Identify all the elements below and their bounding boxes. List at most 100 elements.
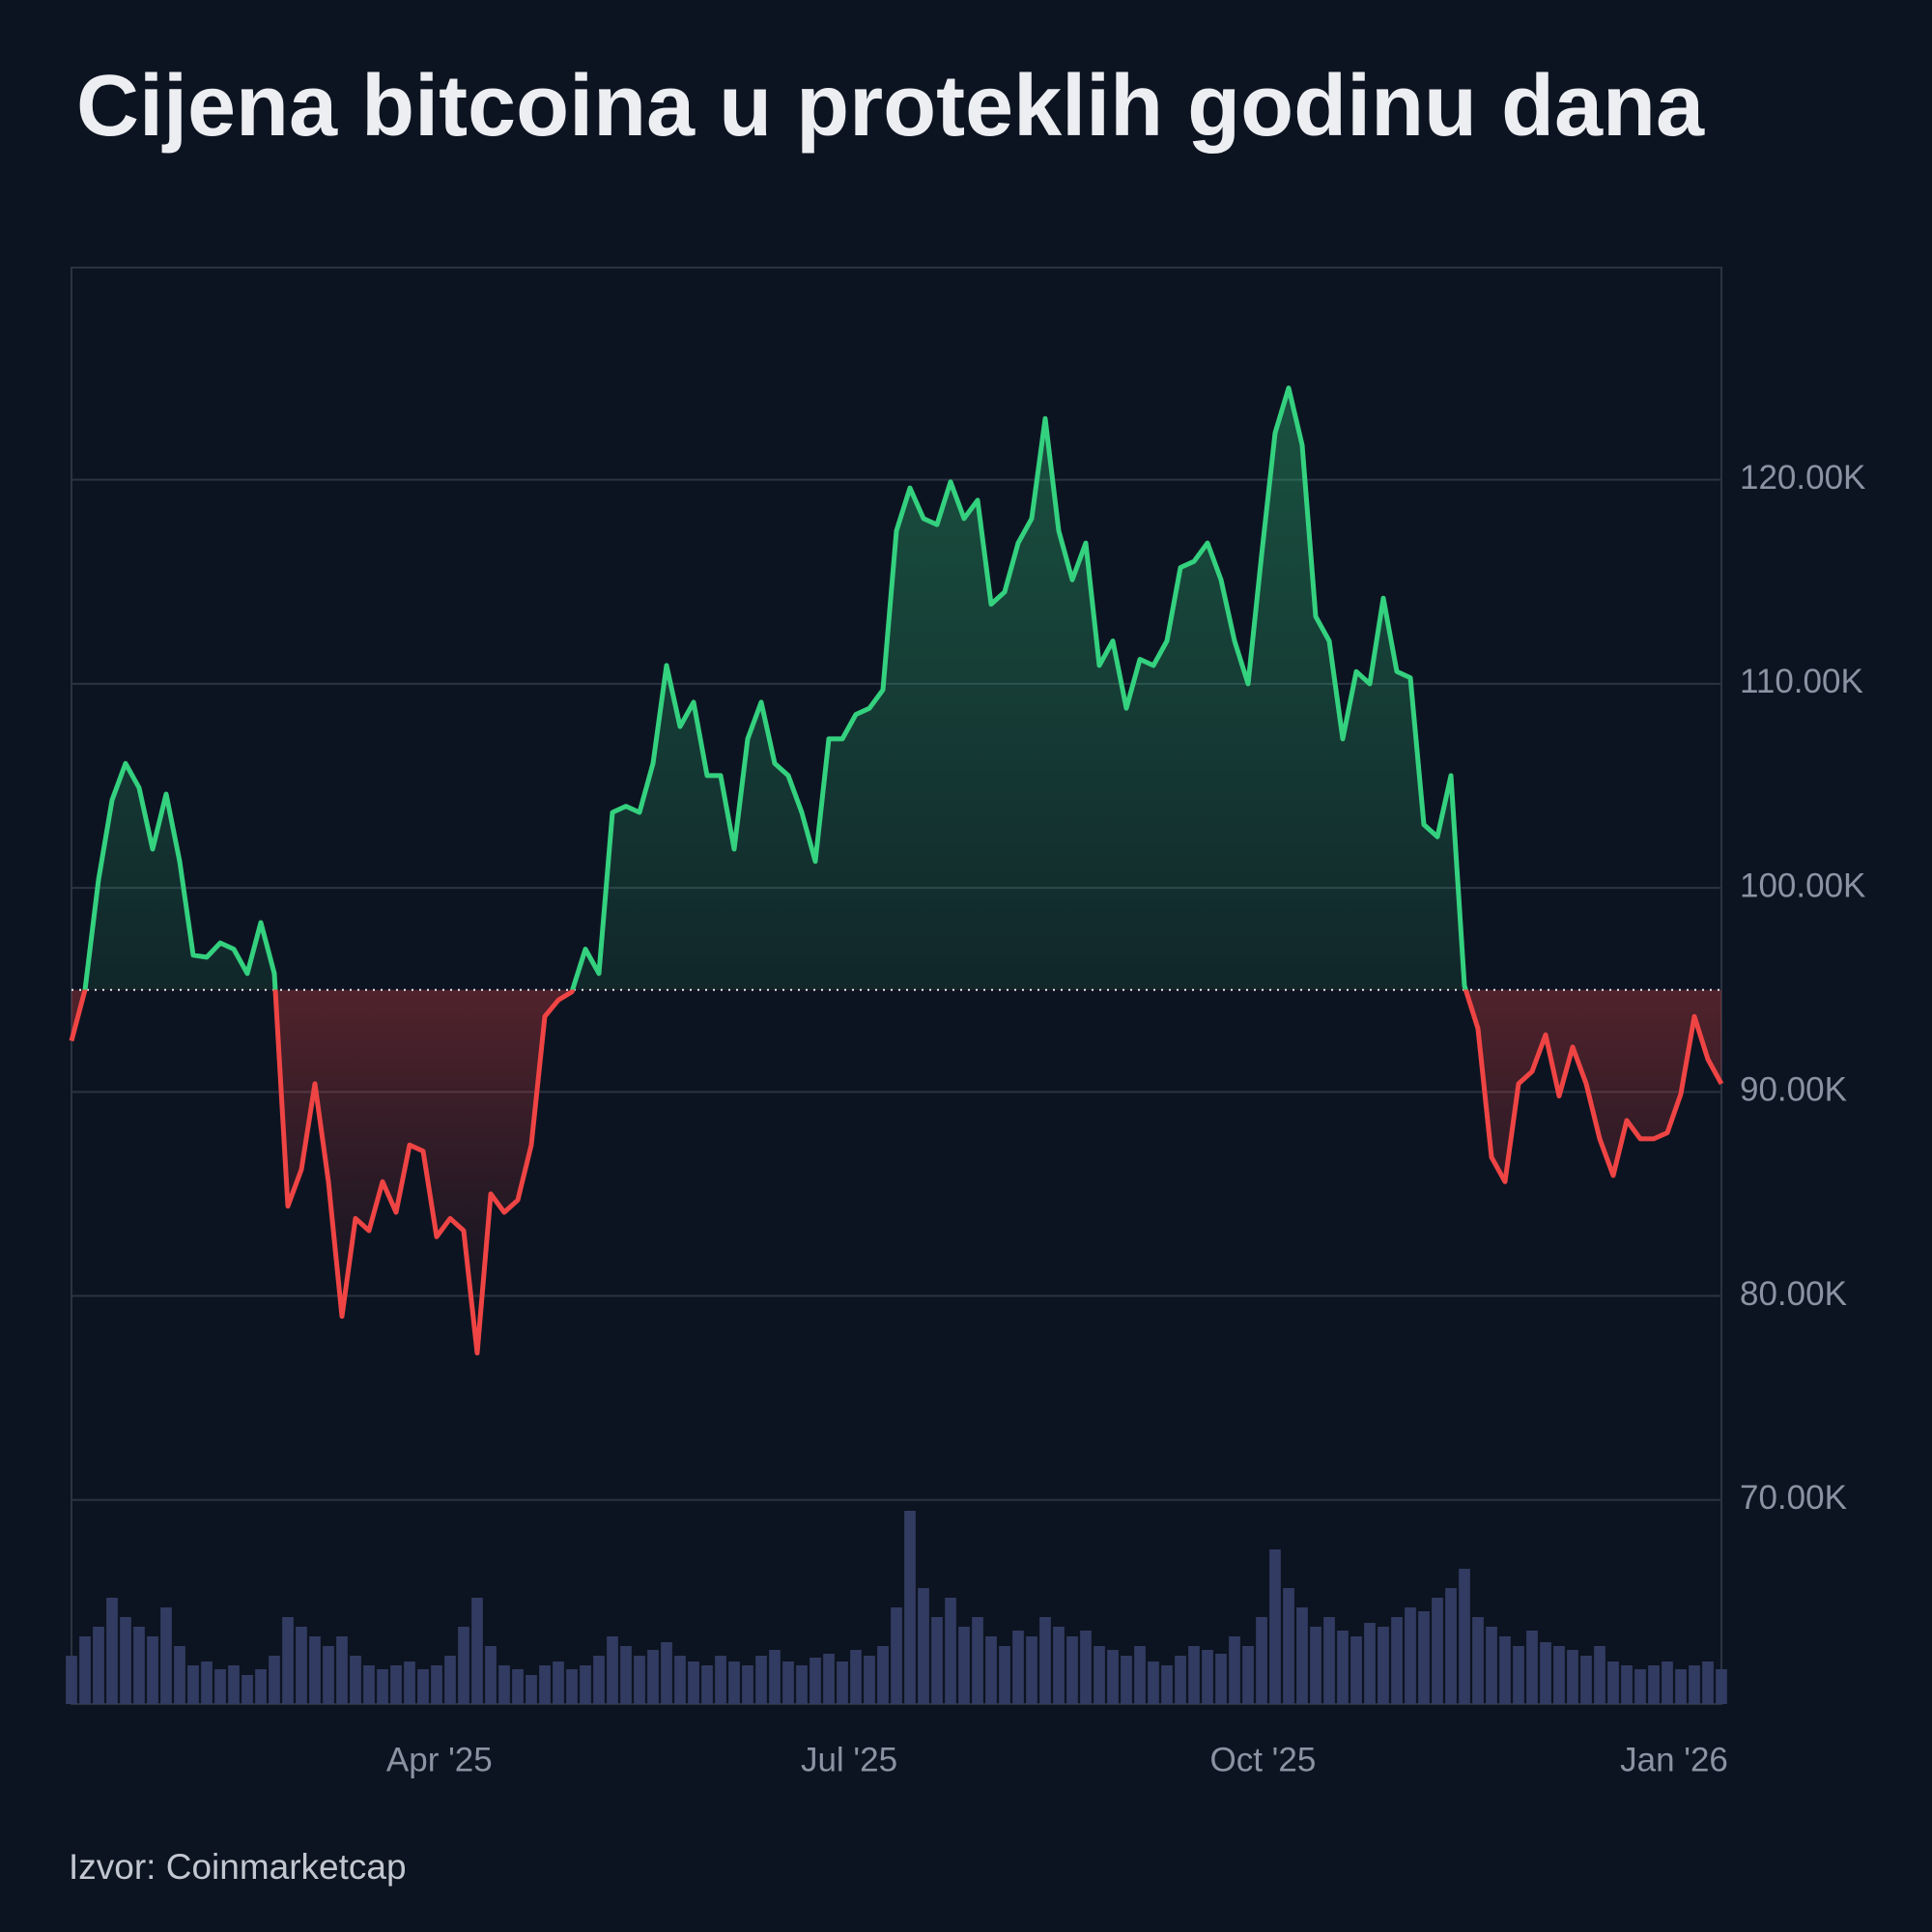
volume-bar bbox=[79, 1636, 91, 1704]
volume-bar bbox=[187, 1665, 199, 1704]
volume-bar bbox=[755, 1656, 767, 1704]
volume-bar bbox=[147, 1636, 158, 1704]
volume-bar bbox=[1066, 1636, 1078, 1704]
volume-bar bbox=[877, 1646, 889, 1704]
volume-bar bbox=[1689, 1665, 1700, 1704]
volume-bar bbox=[1148, 1662, 1159, 1704]
volume-bar bbox=[985, 1636, 997, 1704]
volume-bar bbox=[1445, 1588, 1457, 1704]
volume-bar bbox=[769, 1650, 781, 1704]
volume-bar bbox=[1621, 1665, 1633, 1704]
volume-bar bbox=[1161, 1665, 1173, 1704]
volume-bar bbox=[1459, 1569, 1470, 1704]
volume-bar bbox=[444, 1656, 456, 1704]
volume-bar bbox=[242, 1675, 253, 1704]
volume-bar bbox=[66, 1656, 77, 1704]
x-tick-label: Jul '25 bbox=[801, 1741, 897, 1778]
volume-bar bbox=[160, 1607, 172, 1704]
volume-bar bbox=[1378, 1627, 1389, 1704]
volume-bar bbox=[1364, 1623, 1376, 1704]
volume-bar bbox=[1323, 1617, 1335, 1704]
volume-bar bbox=[688, 1662, 699, 1704]
volume-bar bbox=[1553, 1646, 1565, 1704]
volume-bar bbox=[864, 1656, 875, 1704]
volume-bar bbox=[1350, 1636, 1362, 1704]
volume-bar bbox=[1012, 1631, 1024, 1704]
volume-bar bbox=[837, 1662, 848, 1704]
volume-bar bbox=[1337, 1631, 1349, 1704]
chart-title: Cijena bitcoina u proteklih godinu dana bbox=[76, 58, 1705, 155]
volume-bar bbox=[363, 1665, 375, 1704]
volume-bar bbox=[782, 1662, 794, 1704]
volume-bar bbox=[1486, 1627, 1497, 1704]
volume-bar bbox=[1499, 1636, 1511, 1704]
volume-bar bbox=[904, 1511, 916, 1704]
volume-bar bbox=[1202, 1650, 1213, 1704]
volume-bar bbox=[1134, 1646, 1146, 1704]
volume-bar bbox=[1580, 1656, 1592, 1704]
volume-bar bbox=[1405, 1607, 1416, 1704]
volume-bar bbox=[1296, 1607, 1308, 1704]
volume-bar bbox=[1526, 1631, 1538, 1704]
volume-bar bbox=[1634, 1669, 1646, 1704]
volume-bar bbox=[1053, 1627, 1065, 1704]
volume-bar bbox=[999, 1646, 1010, 1704]
volume-bar bbox=[553, 1662, 564, 1704]
volume-bar bbox=[1080, 1631, 1092, 1704]
x-tick-label: Apr '25 bbox=[386, 1741, 493, 1778]
volume-bar bbox=[1540, 1642, 1551, 1704]
volume-bar bbox=[1432, 1598, 1443, 1704]
volume-bar bbox=[1702, 1662, 1714, 1704]
volume-bar bbox=[296, 1627, 307, 1704]
volume-bar bbox=[1391, 1617, 1403, 1704]
volume-bar bbox=[1513, 1646, 1524, 1704]
volume-bar bbox=[485, 1646, 497, 1704]
volume-bar bbox=[417, 1669, 429, 1704]
volume-bar bbox=[214, 1669, 226, 1704]
volume-bar bbox=[931, 1617, 943, 1704]
volume-bar bbox=[715, 1656, 726, 1704]
volume-bar bbox=[661, 1642, 672, 1704]
volume-bar bbox=[634, 1656, 645, 1704]
volume-bar bbox=[1567, 1650, 1578, 1704]
volume-bar bbox=[1107, 1650, 1119, 1704]
volume-bar bbox=[431, 1665, 442, 1704]
volume-bar bbox=[810, 1658, 821, 1704]
volume-bar bbox=[958, 1627, 970, 1704]
volume-bar bbox=[593, 1656, 605, 1704]
volume-bar bbox=[850, 1650, 862, 1704]
volume-bar bbox=[539, 1665, 551, 1704]
x-tick-label: Oct '25 bbox=[1210, 1741, 1317, 1778]
volume-bar bbox=[607, 1636, 618, 1704]
volume-bar bbox=[201, 1662, 213, 1704]
volume-bar bbox=[309, 1636, 321, 1704]
y-tick-label: 80.00K bbox=[1740, 1275, 1847, 1313]
volume-bar bbox=[647, 1650, 659, 1704]
volume-bar bbox=[945, 1598, 956, 1704]
volume-bar bbox=[390, 1665, 402, 1704]
volume-bar bbox=[1472, 1617, 1484, 1704]
source-note: Izvor: Coinmarketcap bbox=[69, 1847, 407, 1887]
volume-bar bbox=[1418, 1611, 1430, 1704]
volume-bar bbox=[728, 1662, 740, 1704]
volume-bar bbox=[891, 1607, 902, 1704]
volume-bar bbox=[255, 1669, 267, 1704]
volume-bar bbox=[1229, 1636, 1240, 1704]
volume-bar bbox=[580, 1665, 591, 1704]
volume-bar bbox=[323, 1646, 334, 1704]
volume-bar bbox=[498, 1665, 510, 1704]
x-tick-label: Jan '26 bbox=[1620, 1741, 1728, 1778]
volume-bar bbox=[566, 1669, 578, 1704]
volume-bar bbox=[526, 1675, 537, 1704]
volume-bar bbox=[1675, 1669, 1687, 1704]
volume-bar bbox=[471, 1598, 483, 1704]
volume-bar bbox=[228, 1665, 240, 1704]
volume-bar bbox=[377, 1669, 388, 1704]
volume-bar bbox=[458, 1627, 469, 1704]
volume-bar bbox=[106, 1598, 118, 1704]
volume-bar bbox=[336, 1636, 348, 1704]
volume-bar bbox=[1242, 1646, 1254, 1704]
volume-bar bbox=[512, 1669, 524, 1704]
volume-bar bbox=[120, 1617, 131, 1704]
